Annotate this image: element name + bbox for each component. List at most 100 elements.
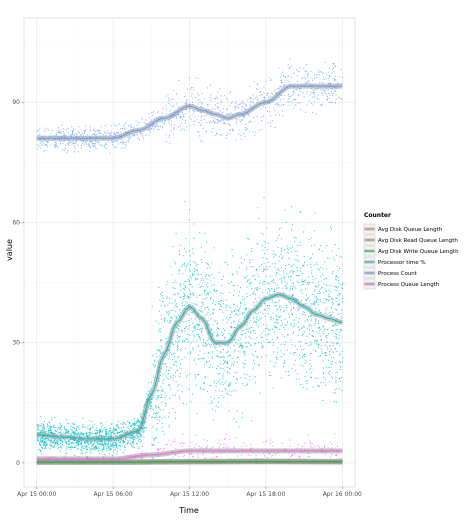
point-process-count (335, 76, 337, 77)
point-process-count (305, 111, 307, 113)
point-processor-time (248, 328, 250, 330)
point-processor-time (239, 351, 241, 353)
point-processor-time (45, 438, 47, 440)
point-processor-time (251, 275, 253, 277)
point-process-queue-length (327, 447, 329, 449)
point-processor-time (156, 349, 158, 351)
point-processor-time (332, 271, 334, 273)
point-process-count (45, 144, 46, 145)
point-processor-time (341, 389, 342, 391)
point-processor-time (251, 288, 253, 290)
point-processor-time (38, 448, 40, 450)
point-processor-time (287, 334, 289, 336)
point-processor-time (145, 421, 147, 423)
point-process-count (107, 130, 109, 132)
point-processor-time (292, 286, 294, 288)
point-processor-time (100, 445, 102, 447)
point-processor-time (320, 382, 322, 384)
point-processor-time (39, 431, 41, 433)
point-processor-time (223, 370, 225, 372)
point-process-count (263, 115, 264, 117)
point-processor-time (166, 297, 167, 299)
point-processor-time (303, 311, 305, 313)
point-processor-time (307, 297, 309, 299)
point-processor-time (213, 398, 215, 400)
point-processor-time (176, 316, 178, 318)
point-processor-time (236, 361, 238, 363)
point-processor-time (263, 284, 265, 286)
point-processor-time (338, 248, 340, 250)
point-processor-time (258, 297, 260, 299)
point-processor-time (338, 360, 340, 362)
point-processor-time (245, 327, 247, 329)
point-processor-time (330, 366, 332, 368)
point-process-count (221, 134, 222, 136)
point-processor-time (297, 373, 298, 375)
point-processor-time (143, 426, 145, 428)
point-process-count (209, 84, 211, 86)
point-process-count (283, 104, 285, 105)
point-processor-time (159, 409, 161, 411)
point-process-queue-length (191, 454, 193, 456)
point-process-count (134, 133, 136, 135)
point-processor-time (316, 343, 318, 345)
point-process-count (226, 109, 228, 111)
point-processor-time (95, 445, 96, 447)
point-processor-time (322, 268, 324, 270)
point-processor-time (185, 266, 187, 268)
point-processor-time (222, 368, 224, 370)
point-process-count (190, 88, 192, 90)
point-processor-time (106, 449, 108, 451)
point-process-count (210, 99, 212, 101)
point-processor-time (48, 439, 50, 441)
point-processor-time (275, 326, 277, 328)
point-process-count (288, 101, 290, 103)
point-processor-time (315, 320, 317, 322)
point-processor-time (324, 378, 326, 380)
point-processor-time (46, 423, 48, 425)
point-processor-time (131, 424, 133, 426)
point-processor-time (207, 282, 209, 284)
point-processor-time (137, 435, 139, 437)
point-processor-time (157, 422, 158, 424)
point-processor-time (298, 260, 300, 262)
point-processor-time (78, 425, 80, 427)
point-processor-time (269, 293, 270, 295)
point-process-count (59, 132, 61, 134)
point-processor-time (143, 428, 145, 429)
point-processor-time (37, 437, 39, 439)
point-processor-time (258, 326, 259, 328)
point-processor-time (158, 331, 160, 333)
point-processor-time (233, 295, 234, 297)
point-process-count (201, 103, 203, 105)
point-processor-time (330, 226, 332, 228)
point-process-count (82, 142, 84, 144)
point-processor-time (56, 442, 58, 444)
point-process-count (181, 122, 183, 124)
point-processor-time (220, 292, 222, 294)
point-process-count (233, 129, 235, 131)
point-processor-time (244, 309, 246, 311)
point-process-count (295, 103, 297, 105)
point-processor-time (183, 287, 185, 289)
point-processor-time (271, 281, 273, 282)
point-processor-time (192, 340, 194, 342)
point-process-count (84, 132, 85, 134)
point-process-count (179, 129, 181, 131)
point-processor-time (298, 308, 300, 310)
point-processor-time (264, 247, 266, 249)
point-processor-time (305, 294, 307, 296)
point-processor-time (179, 325, 181, 327)
point-processor-time (201, 310, 203, 312)
point-process-count (54, 147, 56, 149)
point-processor-time (304, 356, 306, 358)
point-processor-time (341, 317, 343, 319)
point-process-count (211, 121, 212, 123)
point-processor-time (280, 254, 282, 255)
point-processor-time (213, 331, 215, 333)
point-processor-time (216, 290, 218, 291)
point-processor-time (269, 282, 271, 284)
point-processor-time (176, 337, 178, 339)
point-process-queue-length (141, 451, 143, 453)
point-processor-time (48, 428, 49, 430)
